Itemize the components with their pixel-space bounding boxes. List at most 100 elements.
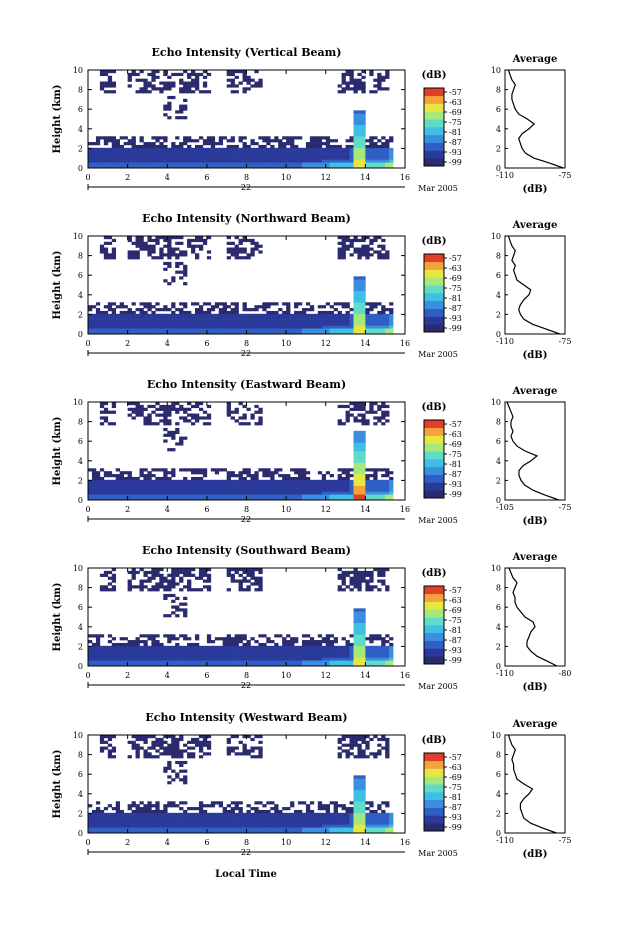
- heatmap-cell: [104, 256, 108, 259]
- heatmap-cell: [227, 474, 231, 477]
- heatmap-cell: [282, 145, 286, 148]
- heatmap-cell: [322, 480, 326, 483]
- heatmap-cell: [195, 148, 199, 151]
- heatmap-cell: [373, 471, 377, 474]
- heatmap-cell: [231, 242, 235, 245]
- heatmap-cell: [377, 574, 381, 577]
- heatmap-cell: [151, 159, 155, 162]
- heatmap-cell: [136, 317, 140, 320]
- heatmap-cell: [357, 631, 361, 634]
- heatmap-cell: [243, 744, 247, 747]
- heatmap-cell: [350, 145, 354, 148]
- heatmap-cell: [274, 139, 278, 142]
- heatmap-cell: [112, 82, 116, 85]
- heatmap-cell: [302, 801, 306, 804]
- heatmap-cell: [104, 646, 108, 649]
- heatmap-cell: [353, 617, 357, 620]
- heatmap-cell: [235, 637, 239, 640]
- heatmap-cell: [342, 162, 346, 165]
- heatmap-cell: [385, 145, 389, 148]
- heatmap-cell: [350, 491, 354, 494]
- heatmap-cell: [369, 145, 373, 148]
- heatmap-cell: [199, 483, 203, 486]
- heatmap-cell: [175, 442, 179, 445]
- heatmap-cell: [163, 819, 167, 822]
- heatmap-cell: [377, 302, 381, 305]
- heatmap-cell: [211, 652, 215, 655]
- heatmap-cell: [314, 139, 318, 142]
- heatmap-cell: [239, 136, 243, 139]
- heatmap-cell: [278, 660, 282, 663]
- heatmap-cell: [294, 154, 298, 157]
- x-tick-label: 8: [244, 505, 249, 514]
- heatmap-cell: [120, 494, 124, 497]
- heatmap-cell: [318, 654, 322, 657]
- heatmap-cell: [191, 416, 195, 419]
- heatmap-cell: [183, 827, 187, 830]
- heatmap-cell: [116, 148, 120, 151]
- heatmap-cell: [353, 649, 357, 652]
- heatmap-cell: [310, 652, 314, 655]
- heatmap-cell: [100, 749, 104, 752]
- heatmap-cell: [203, 151, 207, 154]
- heatmap-cell: [112, 480, 116, 483]
- heatmap-cell: [167, 317, 171, 320]
- heatmap-cell: [377, 148, 381, 151]
- heatmap-cell: [219, 801, 223, 804]
- heatmap-cell: [175, 159, 179, 162]
- heatmap-cell: [342, 79, 346, 82]
- heatmap-cell: [191, 79, 195, 82]
- heatmap-cell: [385, 588, 389, 591]
- heatmap-cell: [357, 588, 361, 591]
- heatmap-cell: [171, 577, 175, 580]
- heatmap-cell: [140, 646, 144, 649]
- heatmap-cell: [140, 580, 144, 583]
- heatmap-cell: [357, 320, 361, 323]
- heatmap-cell: [346, 139, 350, 142]
- heatmap-cell: [203, 317, 207, 320]
- heatmap-cell: [151, 325, 155, 328]
- heatmap-cell: [353, 465, 357, 468]
- heatmap-cell: [239, 741, 243, 744]
- heatmap-cell: [342, 486, 346, 489]
- heatmap-cell: [183, 468, 187, 471]
- heatmap-cell: [116, 646, 120, 649]
- heatmap-cell: [219, 314, 223, 317]
- heatmap-cell: [136, 405, 140, 408]
- heatmap-cell: [132, 148, 136, 151]
- heatmap-cell: [151, 322, 155, 325]
- heatmap-cell: [195, 256, 199, 259]
- profile-x-tick-label: -80: [559, 669, 572, 678]
- heatmap-cell: [274, 824, 278, 827]
- heatmap-cell: [223, 807, 227, 810]
- heatmap-cell: [373, 142, 377, 145]
- heatmap-cell: [306, 821, 310, 824]
- heatmap-cell: [239, 824, 243, 827]
- heatmap-cell: [381, 483, 385, 486]
- heatmap-cell: [318, 804, 322, 807]
- heatmap-cell: [132, 744, 136, 747]
- heatmap-cell: [258, 79, 262, 82]
- heatmap-cell: [353, 460, 357, 463]
- heatmap-cell: [235, 801, 239, 804]
- heatmap-cell: [353, 657, 357, 660]
- heatmap-cell: [389, 657, 393, 660]
- heatmap-cell: [270, 148, 274, 151]
- heatmap-cell: [96, 649, 100, 652]
- heatmap-cell: [342, 253, 346, 256]
- heatmap-cell: [92, 474, 96, 477]
- heatmap-cell: [167, 821, 171, 824]
- heatmap-cell: [373, 483, 377, 486]
- heatmap-cell: [357, 437, 361, 440]
- heatmap-cell: [159, 491, 163, 494]
- heatmap-cell: [338, 302, 342, 305]
- heatmap-cell: [258, 325, 262, 328]
- heatmap-cell: [385, 491, 389, 494]
- heatmap-cell: [219, 139, 223, 142]
- heatmap-cell: [203, 488, 207, 491]
- heatmap-cell: [155, 162, 159, 165]
- heatmap-cell: [147, 657, 151, 660]
- heatmap-cell: [330, 816, 334, 819]
- heatmap-cell: [247, 810, 251, 813]
- heatmap-cell: [112, 807, 116, 810]
